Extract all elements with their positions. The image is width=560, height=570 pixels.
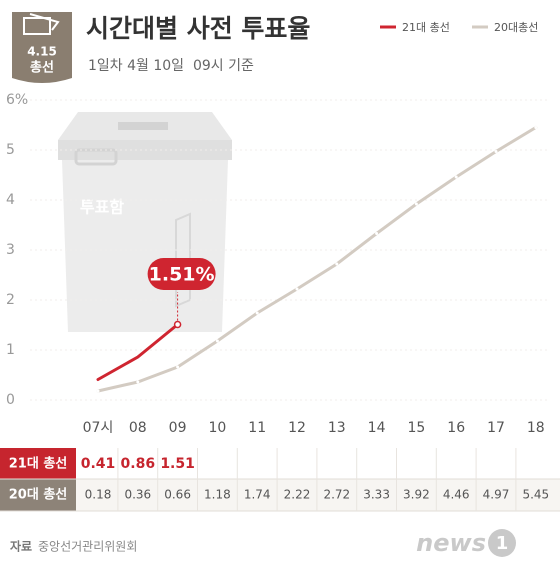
table-cell: 5.45: [522, 488, 549, 502]
source: 중앙선거관리위원회: [38, 540, 137, 554]
table-cell: 0.66: [164, 488, 191, 502]
table-cell: 0.41: [81, 456, 116, 472]
logo-circle: [488, 529, 516, 557]
table-cell: 3.33: [363, 488, 390, 502]
table-cell: 1.51: [160, 456, 195, 472]
table-cell: 1.74: [244, 488, 271, 502]
x-tick-label: 11: [248, 420, 266, 436]
row-header: [0, 479, 76, 511]
table-cell: 4.46: [443, 488, 470, 502]
table-cell: 0.18: [85, 488, 112, 502]
point: [176, 365, 180, 369]
y-tick-label: 4: [6, 192, 15, 208]
point: [335, 262, 339, 266]
ballot-box: [58, 112, 232, 332]
subtitle: 1일차 4월 10일 09시 기준: [88, 58, 254, 74]
y-tick-label: 3: [6, 242, 15, 258]
legend-label: 21대 총선: [402, 21, 450, 34]
badge: [12, 12, 72, 83]
y-tick-label: 5: [6, 142, 15, 158]
y-tick-label: 2: [6, 292, 15, 308]
row-label: 21대 총선: [9, 456, 68, 472]
point: [136, 380, 140, 384]
chart-title: 시간대별 사전 투표율: [86, 14, 310, 43]
point: [215, 339, 219, 343]
badge-text: 4.15: [27, 45, 57, 59]
x-tick-label: 08: [129, 420, 147, 436]
x-tick-label: 14: [368, 420, 386, 436]
x-tick-label: 13: [328, 420, 346, 436]
x-tick-label: 17: [487, 420, 505, 436]
row-header: [0, 448, 76, 479]
point: [414, 202, 418, 206]
badge-text: 총선: [30, 60, 54, 76]
table-cell: 0.36: [124, 488, 151, 502]
point: [534, 126, 538, 129]
x-tick-label: 18: [527, 420, 545, 436]
point: [494, 150, 498, 153]
point: [96, 389, 100, 393]
x-tick-label: 12: [288, 420, 306, 436]
table-cell: 4.97: [483, 488, 510, 502]
x-tick-label: 09: [169, 420, 187, 436]
x-tick-label: 15: [407, 420, 425, 436]
point: [454, 175, 458, 179]
x-tick-label: 10: [208, 420, 226, 436]
point: [375, 232, 379, 235]
row-label: 20대 총선: [9, 487, 68, 503]
point: [295, 287, 299, 291]
series-line: [96, 323, 180, 381]
table-row: [0, 479, 560, 511]
table-cell: 0.86: [121, 456, 156, 472]
table-cell: 3.92: [403, 488, 430, 502]
table-cell: 1.18: [204, 488, 231, 502]
badge-icon: [23, 13, 60, 35]
value-label: 1.51%: [149, 264, 215, 286]
y-tick-label: 0: [6, 392, 15, 408]
callout-box: [147, 258, 216, 290]
logo: news: [416, 529, 486, 557]
x-tick-label: 16: [447, 420, 465, 436]
source-label: 자료: [10, 539, 32, 554]
legend-label: 20대총선: [494, 21, 538, 34]
point: [173, 320, 182, 329]
table-cell: 2.72: [323, 488, 350, 502]
y-tick-label: 1: [6, 342, 15, 358]
x-tick-label: 07시: [83, 420, 114, 436]
table-row: [0, 448, 560, 479]
y-tick-label: 6%: [6, 92, 28, 108]
logo-mark: 1: [496, 533, 509, 554]
series-line: [96, 126, 538, 393]
table-cell: 2.22: [284, 488, 311, 502]
illustration-label: 투표함: [80, 198, 124, 217]
point: [255, 311, 259, 315]
